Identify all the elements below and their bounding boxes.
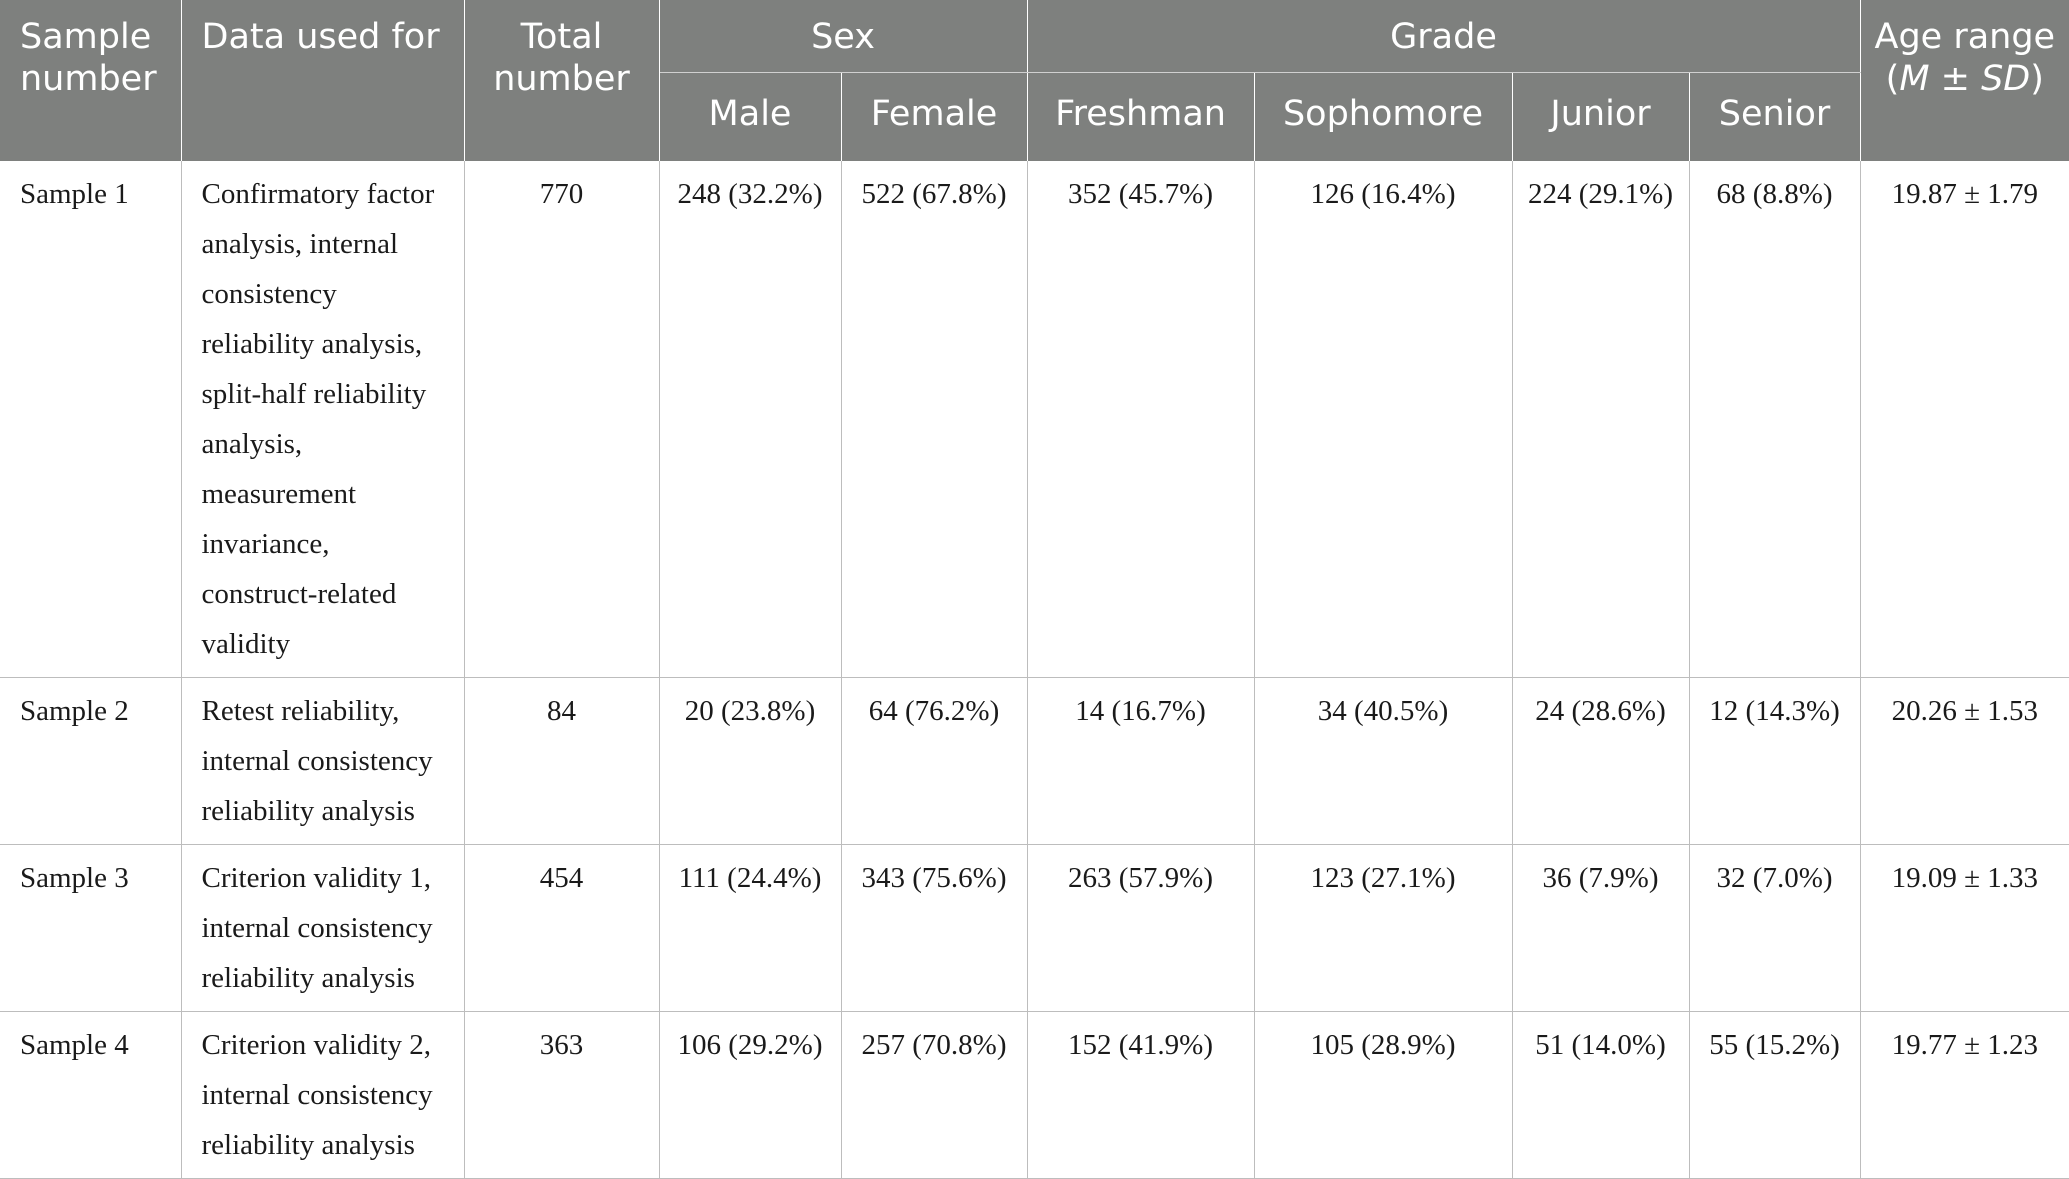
cell-male: 248 (32.2%) bbox=[658, 161, 842, 678]
table-row: Sample 1 Confirmatory factor analysis, i… bbox=[0, 161, 2069, 678]
cell-freshman: 14 (16.7%) bbox=[1026, 677, 1255, 845]
table-body: Sample 1 Confirmatory factor analysis, i… bbox=[0, 161, 2069, 1179]
cell-total: 363 bbox=[463, 1011, 660, 1179]
cell-data-used-for: Criterion validity 1, internal consisten… bbox=[180, 844, 465, 1012]
table-row: Sample 2 Retest reliability, internal co… bbox=[0, 677, 2069, 845]
cell-senior: 32 (7.0%) bbox=[1688, 844, 1861, 1012]
header-male: Male bbox=[659, 72, 842, 161]
cell-sophomore: 105 (28.9%) bbox=[1253, 1011, 1513, 1179]
paren-close: ) bbox=[2030, 59, 2044, 99]
table-row: Sample 4 Criterion validity 2, internal … bbox=[0, 1011, 2069, 1179]
header-female: Female bbox=[840, 72, 1028, 161]
cell-junior: 224 (29.1%) bbox=[1511, 161, 1690, 678]
cell-sophomore: 123 (27.1%) bbox=[1253, 844, 1513, 1012]
cell-female: 522 (67.8%) bbox=[840, 161, 1028, 678]
cell-sample: Sample 4 bbox=[0, 1011, 182, 1179]
header-junior: Junior bbox=[1511, 72, 1690, 161]
cell-senior: 55 (15.2%) bbox=[1688, 1011, 1861, 1179]
header-age-range: Age range (M ± SD) bbox=[1859, 0, 2069, 161]
header-total-number: Total number bbox=[463, 0, 660, 161]
header-grade: Grade bbox=[1026, 0, 1861, 73]
cell-total: 770 bbox=[463, 161, 660, 678]
cell-age: 19.09 ± 1.33 bbox=[1859, 844, 2069, 1012]
header-data-used-for: Data used for bbox=[180, 0, 465, 161]
cell-data-used-for: Criterion validity 2, internal consisten… bbox=[180, 1011, 465, 1179]
header-sophomore: Sophomore bbox=[1253, 72, 1513, 161]
header-sample-number: Sample number bbox=[0, 0, 182, 161]
plus-minus-symbol: ± bbox=[1929, 59, 1982, 99]
header-age-range-label: Age range bbox=[1874, 17, 2056, 57]
cell-age: 20.26 ± 1.53 bbox=[1859, 677, 2069, 845]
age-sd-symbol: SD bbox=[1981, 59, 2031, 99]
cell-junior: 24 (28.6%) bbox=[1511, 677, 1690, 845]
paren-open: ( bbox=[1885, 59, 1900, 99]
cell-male: 106 (29.2%) bbox=[658, 1011, 842, 1179]
cell-senior: 12 (14.3%) bbox=[1688, 677, 1861, 845]
cell-female: 257 (70.8%) bbox=[840, 1011, 1028, 1179]
header-senior: Senior bbox=[1688, 72, 1861, 161]
cell-age: 19.77 ± 1.23 bbox=[1859, 1011, 2069, 1179]
table-row: Sample 3 Criterion validity 1, internal … bbox=[0, 844, 2069, 1012]
cell-female: 343 (75.6%) bbox=[840, 844, 1028, 1012]
cell-sophomore: 126 (16.4%) bbox=[1253, 161, 1513, 678]
header-freshman: Freshman bbox=[1026, 72, 1255, 161]
cell-data-used-for: Confirmatory factor analysis, internal c… bbox=[180, 161, 465, 678]
cell-total: 454 bbox=[463, 844, 660, 1012]
cell-male: 20 (23.8%) bbox=[658, 677, 842, 845]
cell-sophomore: 34 (40.5%) bbox=[1253, 677, 1513, 845]
header-sex: Sex bbox=[658, 0, 1028, 73]
cell-freshman: 352 (45.7%) bbox=[1026, 161, 1255, 678]
cell-sample: Sample 1 bbox=[0, 161, 182, 678]
cell-data-used-for: Retest reliability, internal consistency… bbox=[180, 677, 465, 845]
cell-freshman: 263 (57.9%) bbox=[1026, 844, 1255, 1012]
table-header: Sample number Data used for Total number… bbox=[0, 0, 2069, 161]
age-mean-symbol: M bbox=[1899, 59, 1930, 99]
cell-sample: Sample 3 bbox=[0, 844, 182, 1012]
cell-sample: Sample 2 bbox=[0, 677, 182, 845]
cell-freshman: 152 (41.9%) bbox=[1026, 1011, 1255, 1179]
cell-female: 64 (76.2%) bbox=[840, 677, 1028, 845]
cell-age: 19.87 ± 1.79 bbox=[1859, 161, 2069, 678]
cell-senior: 68 (8.8%) bbox=[1688, 161, 1861, 678]
cell-junior: 51 (14.0%) bbox=[1511, 1011, 1690, 1179]
cell-male: 111 (24.4%) bbox=[658, 844, 842, 1012]
cell-total: 84 bbox=[463, 677, 660, 845]
cell-junior: 36 (7.9%) bbox=[1511, 844, 1690, 1012]
